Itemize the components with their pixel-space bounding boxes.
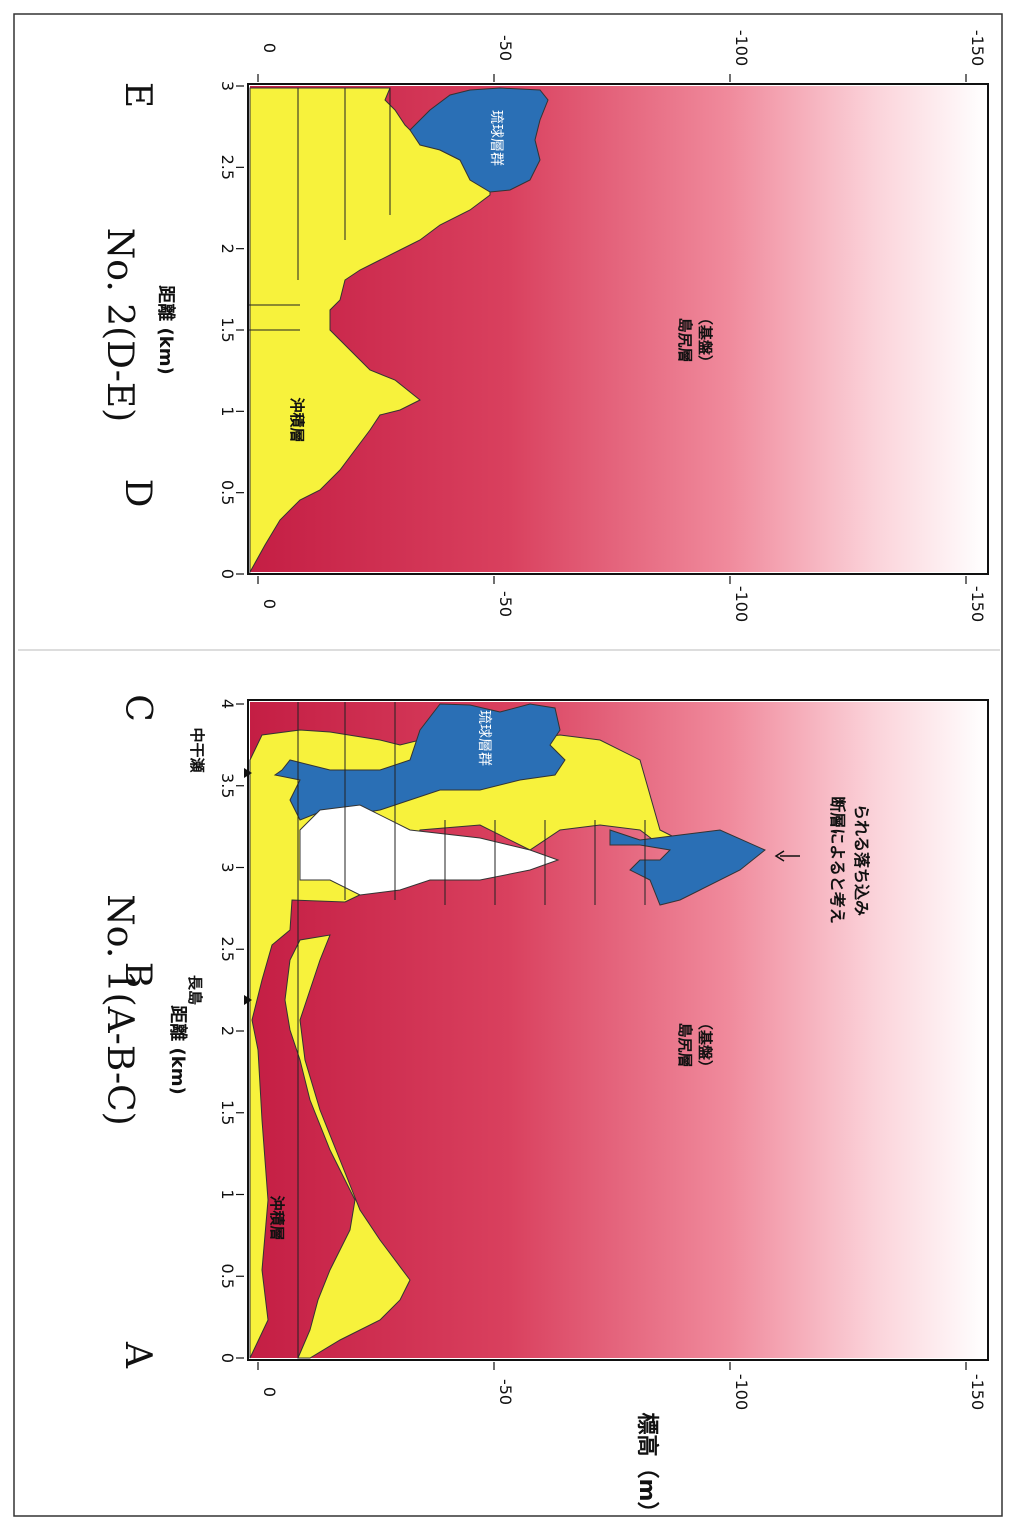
- chart2-point-d: D: [117, 479, 158, 508]
- chart1-y-tick-label: -50: [496, 1379, 515, 1405]
- chart2-y-tick-label: -150: [968, 586, 987, 622]
- chart2-alluvium-label: 沖積層: [288, 397, 306, 442]
- chart1-x-tick-label: 4: [218, 699, 237, 709]
- chart1-annotation-line2: られる落ち込み: [852, 804, 871, 916]
- chart2-x-tick-label: 2: [218, 244, 237, 254]
- chart1-y-tick-label: -100: [732, 1374, 751, 1410]
- chart2-gridlines: [248, 88, 391, 331]
- chart2-top-y-tick-label: -150: [968, 30, 987, 66]
- chart1-basement-label-2: （基盤）: [696, 1015, 714, 1075]
- chart2-y-ticks-bottom: 0 -50 -100 -150: [257, 576, 987, 622]
- chart1-place-nagashima: 長島: [186, 975, 204, 1005]
- chart2-x-tick-label: 2.5: [218, 155, 237, 180]
- chart-no2: 00.511.522.53 0 -50 -100 -150 0 -50 -100 -150 …: [99, 30, 989, 622]
- chart2-y-tick-label: -50: [496, 591, 515, 617]
- chart1-place-nakabise: 中干瀬: [188, 727, 206, 772]
- chart1-alluvium-label: 沖積層: [268, 1195, 286, 1240]
- chart1-basement-label-1: 島尻層: [676, 1022, 694, 1067]
- chart2-basement-label-1: 島尻層: [676, 317, 694, 362]
- y-axis-label: 標高（m）: [634, 1413, 660, 1524]
- chart2-x-tick-label: 0: [218, 569, 237, 579]
- chart2-top-y-tick-label: -50: [496, 35, 515, 61]
- chart2-x-tick-label: 1: [218, 406, 237, 416]
- chart1-x-tick-label: 0: [218, 1353, 237, 1363]
- nagashima-marker-icon: [244, 995, 252, 1005]
- chart1-x-tick-label: 2.5: [218, 937, 237, 962]
- chart1-x-tick-label: 3: [218, 862, 237, 872]
- chart1-gridlines: [297, 702, 646, 1358]
- chart1-point-b: B: [117, 962, 158, 988]
- chart1-y-tick-label: 0: [260, 1387, 279, 1397]
- annotation-arrow-icon: [774, 850, 800, 862]
- chart1-y-tick-label: -150: [968, 1374, 987, 1410]
- chart2-x-tick-label: 0.5: [218, 480, 237, 505]
- chart1-alluvium-lower: [284, 934, 411, 1359]
- chart2-x-tick-label: 1.5: [218, 317, 237, 342]
- chart2-point-e: E: [117, 82, 158, 108]
- chart2-basement-label-2: （基盤）: [696, 310, 714, 370]
- chart1-plot-frame: [247, 699, 989, 1361]
- chart1-water-zone: [299, 804, 560, 896]
- chart2-ryukyu-area: [409, 87, 549, 193]
- chart1-x-tick-label: 0.5: [218, 1264, 237, 1289]
- chart2-y-ticks-top: 0 -50 -100 -150: [257, 30, 987, 82]
- chart1-ryukyu-pocket: [609, 829, 766, 906]
- chart2-top-y-tick-label: 0: [260, 43, 279, 53]
- chart2-x-tick-label: 3: [218, 81, 237, 91]
- chart2-x-axis-label: 距離 (km): [155, 285, 177, 374]
- chart2-plot-frame: [247, 83, 989, 575]
- chart2-x-ticks: 0 0.5 1 1.5 2 2.5 3: [218, 81, 244, 579]
- chart1-title: No. 1(A-B-C): [99, 894, 140, 1125]
- chart1-annotation-line1: 断層によると考え: [828, 796, 847, 924]
- chart1-x-tick-label: 2: [218, 1026, 237, 1036]
- chart1-x-tick-label: 1: [218, 1189, 237, 1199]
- chart2-title: No. 2(D-E): [99, 228, 140, 422]
- chart1-point-a: A: [117, 1341, 158, 1369]
- page-frame: [13, 13, 1003, 1517]
- chart1-x-axis-label: 距離 (km): [167, 1005, 189, 1094]
- chart2-y-tick-label: 0: [260, 599, 279, 609]
- chart1-ryukyu-label: 琉球層群: [476, 710, 492, 766]
- chart1-point-c: C: [117, 694, 158, 722]
- chart2-top-y-tick-label: -100: [732, 30, 751, 66]
- chart1-x-tick-label: 1.5: [218, 1100, 237, 1125]
- chart1-x-ticks: 0 0.5 1 1.5 2 2.5 3 3.5 4: [218, 699, 244, 1363]
- chart-no1: 0 0.5 1 1.5 2 2.5 3 3.5 4 0 -50 -100 -150 No. 1(A-B…: [99, 694, 989, 1410]
- chart1-x-tick-label: 3.5: [218, 773, 237, 798]
- chart1-y-ticks: 0 -50 -100 -150: [257, 1362, 987, 1410]
- chart1-ryukyu-area: [273, 703, 566, 821]
- chart2-y-tick-label: -100: [732, 586, 751, 622]
- nakabise-marker-icon: [244, 768, 252, 778]
- chart2-ryukyu-label: 琉球層群: [488, 110, 504, 166]
